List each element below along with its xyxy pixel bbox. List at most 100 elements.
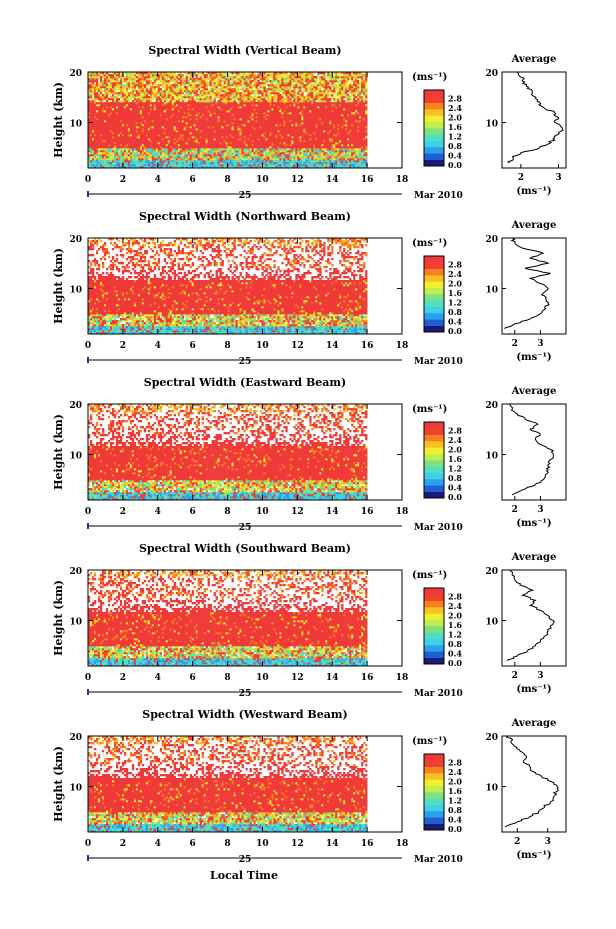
colorbar-swatch (424, 102, 444, 110)
colorbar-swatch (424, 804, 444, 812)
plot-frame (87, 735, 403, 833)
colorbar-swatch (424, 638, 444, 646)
date-day-label: 25 (239, 523, 252, 533)
x-tick-label: 4 (155, 507, 161, 517)
x-tick-label: 18 (396, 673, 409, 683)
colorbar-tick-label: 0.8 (448, 639, 462, 649)
colorbar-frame (423, 89, 445, 167)
x-tick-label: 16 (361, 175, 374, 185)
x-tick-label: 12 (291, 673, 304, 683)
colorbar-swatch (424, 128, 444, 135)
panel-title: Spectral Width (Eastward Beam) (144, 376, 346, 389)
colorbar-tick-label: 1.6 (448, 620, 462, 630)
colorbar-tick-label: 2.8 (448, 592, 462, 602)
colorbar-tick-label: 1.6 (448, 454, 462, 464)
colorbar-swatch (424, 428, 444, 435)
x-tick-label: 12 (291, 839, 304, 849)
panel-2: Spectral Width (Northward Beam) Height (k… (52, 210, 567, 367)
x-tick-label: 12 (291, 341, 304, 351)
colorbar-frame (423, 421, 445, 499)
colorbar-tick-label: 2.4 (448, 435, 462, 445)
colorbar-swatch (424, 294, 444, 301)
colorbar-swatch (424, 785, 444, 793)
colorbar-swatch (424, 613, 444, 620)
x-tick-label: 14 (326, 507, 339, 517)
x-tick-label: 12 (291, 175, 304, 185)
colorbar-tick-label: 2.8 (448, 426, 462, 436)
average-xlabel: (ms⁻¹) (516, 850, 551, 861)
colorbar-tick-label: 1.6 (448, 122, 462, 132)
colorbar-swatch (424, 281, 444, 288)
avg-y-tick-label: 10 (485, 286, 498, 296)
average-profile-line (507, 71, 564, 164)
colorbar-tick-label: 1.6 (448, 288, 462, 298)
x-tick-label: 6 (190, 175, 196, 185)
colorbar-tick-label: 2.8 (448, 260, 462, 270)
x-tick-label: 16 (361, 507, 374, 517)
y-tick-label: 10 (69, 618, 82, 628)
colorbar-tick-label: 0.0 (448, 658, 462, 668)
x-axis-label: Local Time (210, 869, 278, 882)
x-tick-label: 0 (85, 341, 91, 351)
avg-x-tick-label: 3 (537, 671, 543, 681)
colorbar-swatch (424, 300, 444, 307)
colorbar-frame (423, 255, 445, 333)
panel-title: Spectral Width (Northward Beam) (139, 210, 351, 223)
colorbar-swatch (424, 773, 444, 780)
y-tick-label: 10 (69, 120, 82, 130)
colorbar-swatch (424, 447, 444, 454)
heatmap-cells (88, 570, 368, 667)
x-tick-label: 14 (326, 341, 339, 351)
y-tick-label: 10 (69, 452, 82, 462)
plot-frame (87, 569, 403, 667)
average-title: Average (511, 54, 557, 65)
colorbar-swatch (424, 96, 444, 103)
colorbar-swatch (424, 109, 444, 116)
colorbar-tick-label: 2.8 (448, 758, 462, 768)
colorbar-swatch (424, 472, 444, 480)
date-month-label: Mar 2010 (414, 689, 463, 699)
x-tick-label: 10 (256, 673, 269, 683)
x-tick-label: 18 (396, 175, 409, 185)
colorbar-tick-label: 0.4 (448, 483, 462, 493)
avg-y-tick-label: 10 (485, 452, 498, 462)
colorbar-tick-label: 0.8 (448, 141, 462, 151)
colorbar-swatch (424, 275, 444, 282)
y-tick-label: 20 (69, 733, 82, 743)
y-tick-label: 20 (69, 567, 82, 577)
plot-frame (87, 237, 403, 335)
colorbar-swatch (424, 460, 444, 467)
x-tick-label: 10 (256, 175, 269, 185)
colorbar-tick-label: 1.2 (448, 796, 462, 806)
colorbar-swatch (424, 479, 444, 486)
colorbar-tick-label: 2.4 (448, 601, 462, 611)
avg-x-tick-label: 2 (514, 837, 520, 847)
avg-y-tick-label: 20 (485, 401, 498, 411)
colorbar-swatch (424, 262, 444, 269)
colorbar-swatch (424, 792, 444, 799)
colorbar-swatch (424, 600, 444, 608)
colorbar-tick-label: 0.4 (448, 317, 462, 327)
colorbar-swatch (424, 153, 444, 160)
colorbar-tick-label: 0.8 (448, 307, 462, 317)
x-tick-label: 0 (85, 839, 91, 849)
x-tick-label: 18 (396, 507, 409, 517)
colorbar-swatch (424, 766, 444, 774)
x-tick-label: 0 (85, 673, 91, 683)
avg-x-tick-label: 2 (512, 671, 518, 681)
date-day-label: 25 (239, 357, 252, 367)
colorbar-swatch (424, 422, 444, 429)
colorbar-swatch (424, 485, 444, 492)
colorbar-swatch (424, 607, 444, 614)
average-xlabel: (ms⁻¹) (516, 684, 551, 695)
x-tick-label: 10 (256, 507, 269, 517)
colorbar-tick-label: 0.4 (448, 151, 462, 161)
avg-x-tick-label: 3 (537, 339, 543, 349)
colorbar-frame (423, 587, 445, 665)
colorbar-swatch (424, 823, 444, 831)
colorbar-swatch (424, 645, 444, 652)
average-title: Average (511, 552, 557, 563)
x-tick-label: 10 (256, 839, 269, 849)
avg-x-tick-label: 3 (555, 173, 561, 183)
colorbar-swatch (424, 619, 444, 627)
